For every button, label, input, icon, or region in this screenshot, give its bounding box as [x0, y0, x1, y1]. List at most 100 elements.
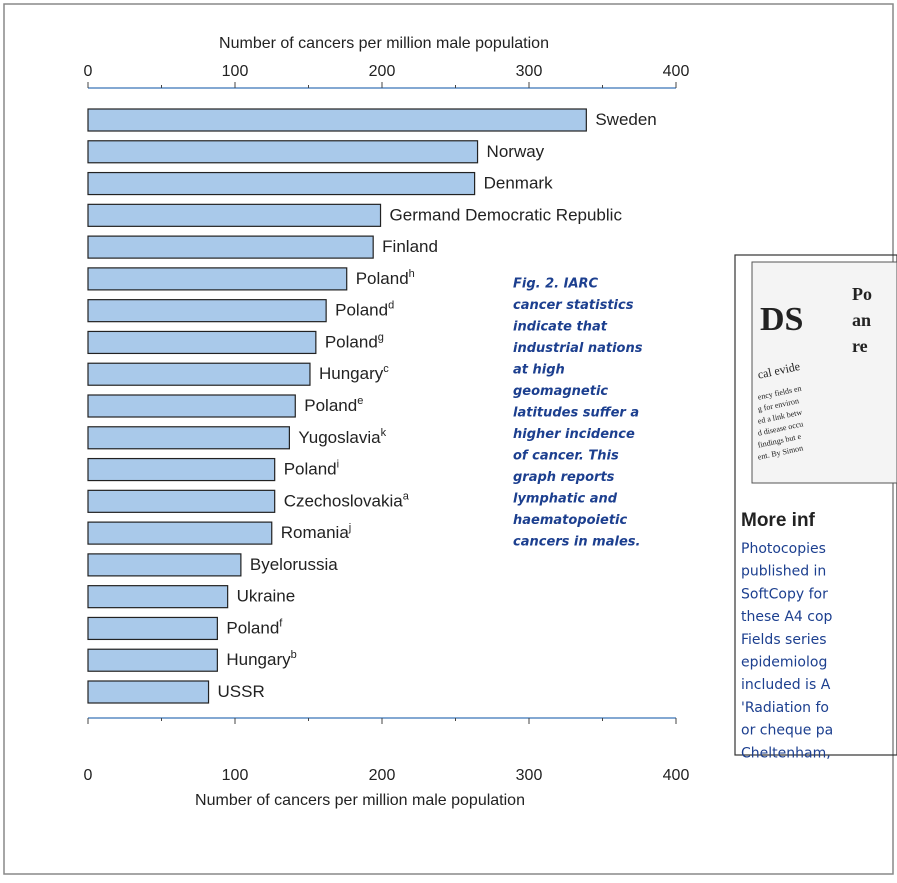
category-name: Ukraine	[237, 587, 296, 606]
bar-label: Polandh	[356, 268, 415, 289]
sidebar-line: included is A	[741, 677, 831, 693]
bar-label: Czechoslovakiaa	[284, 490, 410, 511]
bar	[87, 394, 296, 418]
x-tick-label: 200	[369, 767, 396, 784]
sidebar-box	[734, 254, 897, 756]
bar-label: Hungaryc	[319, 363, 389, 384]
category-name: Poland	[226, 619, 279, 638]
bar	[87, 585, 229, 609]
bar	[87, 362, 311, 386]
caption-line: at high	[513, 363, 565, 378]
caption-line: lymphatic and	[513, 492, 618, 507]
superscript: e	[357, 395, 363, 407]
bar-label: Germand Democratic Republic	[390, 206, 623, 225]
bar	[87, 553, 242, 577]
caption-line: graph reports	[513, 470, 615, 485]
caption-line: Fig. 2. IARC	[513, 277, 599, 292]
caption: Fig. 2. IARC cancer statistics indicate th…	[513, 277, 643, 550]
x-tick-label: 300	[516, 767, 543, 784]
category-name: Finland	[382, 238, 438, 257]
bar-label: USSR	[218, 682, 265, 701]
category-name: Sweden	[595, 110, 656, 129]
bar	[87, 457, 276, 482]
superscript: j	[348, 522, 351, 534]
bar-label: Romaniaj	[281, 522, 352, 543]
bar	[87, 140, 479, 164]
inset-text: DS	[760, 301, 803, 338]
sidebar-line: Fields series	[741, 632, 827, 648]
caption-line: of cancer. This	[513, 449, 619, 464]
bar	[87, 616, 218, 641]
sidebar-line: published in	[741, 564, 826, 580]
bar	[87, 330, 317, 355]
bar-label: Polandf	[226, 617, 283, 638]
x-tick-label: 0	[84, 767, 93, 784]
bar-label: Finland	[382, 238, 438, 257]
superscript: a	[403, 490, 410, 502]
bar-label: Polandi	[284, 458, 339, 479]
category-name: Denmark	[484, 174, 553, 193]
category-name: Byelorussia	[250, 555, 338, 574]
bar	[87, 521, 273, 545]
caption-line: haematopoietic	[513, 513, 627, 528]
bar-label: Ukraine	[237, 587, 296, 606]
category-name: Germand Democratic Republic	[390, 206, 623, 225]
x-tick-label: 100	[222, 63, 249, 80]
caption-line: geomagnetic	[513, 384, 608, 399]
x-tick-label: 400	[663, 63, 690, 80]
x-label-bottom: Number of cancers per million male popul…	[195, 792, 525, 809]
bar	[87, 426, 290, 450]
x-tick-label: 200	[369, 63, 396, 80]
bar-label: Norway	[487, 142, 545, 161]
bar	[87, 108, 587, 132]
sidebar-line: or cheque pa	[741, 723, 833, 739]
superscript: f	[279, 617, 283, 629]
superscript: g	[378, 331, 384, 343]
bar-label: Polande	[304, 395, 363, 416]
bar	[87, 680, 210, 704]
superscript: b	[291, 649, 297, 661]
bar	[87, 648, 218, 672]
superscript: i	[337, 458, 339, 470]
superscript: h	[409, 268, 415, 280]
sidebar-line: Cheltenham,	[741, 745, 831, 761]
bar-label: Yugoslaviak	[298, 427, 386, 448]
category-name: Poland	[356, 269, 409, 288]
caption-line: indicate that	[513, 320, 608, 335]
category-name: Yugoslavia	[298, 428, 381, 447]
category-name: USSR	[218, 682, 265, 701]
bar	[87, 299, 327, 323]
sidebar-line: Photocopies	[741, 541, 826, 557]
inset-text: an	[852, 310, 871, 330]
bar-label: Sweden	[595, 110, 656, 129]
superscript: k	[381, 427, 387, 439]
caption-line: higher incidence	[513, 427, 635, 442]
category-name: Poland	[304, 396, 357, 415]
inset-text: re	[852, 336, 868, 356]
inset-text: Po	[852, 284, 872, 304]
category-name: Poland	[335, 301, 388, 320]
bar	[87, 489, 276, 513]
sidebar-line: these A4 cop	[741, 609, 833, 625]
x-tick-label: 300	[516, 63, 543, 80]
bar	[87, 203, 382, 227]
superscript: d	[388, 300, 394, 312]
x-tick-label: 100	[222, 767, 249, 784]
bar	[87, 235, 374, 259]
x-label-top: Number of cancers per million male popul…	[219, 35, 549, 52]
category-name: Czechoslovakia	[284, 492, 404, 511]
x-tick-label: 400	[663, 767, 690, 784]
category-name: Hungary	[226, 651, 291, 670]
sidebar-line: 'Radiation fo	[741, 700, 829, 716]
category-name: Poland	[325, 333, 378, 352]
sidebar-text: More inf Photocopies published in SoftCopy …	[741, 510, 833, 761]
caption-line: cancers in males.	[513, 535, 640, 550]
category-name: Romania	[281, 524, 350, 543]
caption-line: cancer statistics	[513, 298, 634, 313]
sidebar-heading: More inf	[741, 510, 816, 531]
bar-label: Byelorussia	[250, 555, 338, 574]
category-name: Norway	[487, 142, 545, 161]
bar-label: Polandg	[325, 331, 384, 352]
caption-line: latitudes suffer a	[513, 406, 639, 421]
